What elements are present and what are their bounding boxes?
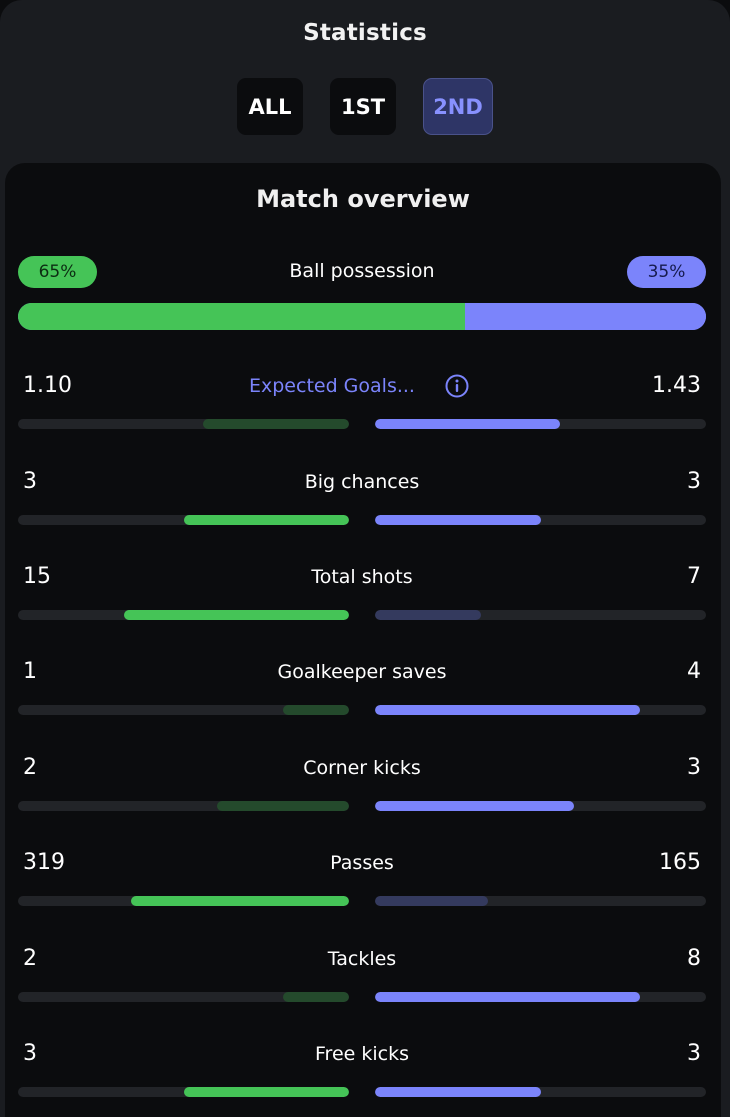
away-stat-bar-fill — [375, 801, 574, 811]
home-stat-bar — [18, 610, 349, 620]
possession-bar — [18, 303, 706, 330]
away-stat-value: 7 — [687, 564, 701, 589]
home-stat-bar — [18, 515, 349, 525]
home-stat-bar — [18, 801, 349, 811]
stat-label: Big chances — [304, 471, 420, 493]
stat-label: Free kicks — [315, 1043, 409, 1065]
stat-row: 2 Tackles 8 — [18, 944, 706, 1014]
tab-1st[interactable]: 1ST — [330, 78, 396, 135]
home-stat-bar-fill — [183, 1087, 349, 1097]
away-stat-bar — [375, 610, 706, 620]
info-icon[interactable] — [445, 374, 469, 398]
away-stat-bar-fill — [375, 515, 541, 525]
away-stat-bar — [375, 705, 706, 715]
home-possession-pill: 65% — [18, 256, 97, 288]
home-stat-bar — [18, 896, 349, 906]
away-stat-value: 165 — [659, 850, 701, 875]
away-stat-bar — [375, 1087, 706, 1097]
away-stat-bar-fill — [375, 705, 640, 715]
home-stat-value: 3 — [23, 469, 37, 494]
home-stat-bar-fill — [203, 419, 349, 429]
home-stat-value: 2 — [23, 755, 37, 780]
stat-row: 1 Goalkeeper saves 4 — [18, 657, 706, 727]
home-stat-value: 3 — [23, 1041, 37, 1066]
away-stat-bar-fill — [375, 610, 481, 620]
away-stat-bar-fill — [375, 896, 488, 906]
away-stat-bar — [375, 896, 706, 906]
possession-row: 65% Ball possession 35% — [18, 256, 706, 288]
away-stat-value: 3 — [687, 469, 701, 494]
section-title: Match overview — [256, 185, 470, 213]
home-stat-bar — [18, 1087, 349, 1097]
period-tabs: ALL 1ST 2ND — [0, 78, 730, 136]
away-stat-bar — [375, 801, 706, 811]
home-stat-bar-fill — [282, 705, 349, 715]
stat-label[interactable]: Expected Goals... — [249, 375, 415, 397]
stat-label: Passes — [330, 852, 394, 874]
possession-bar-home — [18, 303, 466, 330]
home-stat-bar-fill — [216, 801, 349, 811]
away-stat-bar — [375, 992, 706, 1002]
stat-row: 1.10 Expected Goals... 1.43 — [18, 371, 706, 441]
home-stat-value: 1.10 — [23, 373, 72, 398]
tab-2nd[interactable]: 2ND — [423, 78, 493, 135]
away-stat-value: 8 — [687, 946, 701, 971]
home-stat-value: 2 — [23, 946, 37, 971]
home-stat-value: 319 — [23, 850, 65, 875]
stat-label: Tackles — [327, 948, 397, 970]
stat-row: 3 Free kicks 3 — [18, 1039, 706, 1109]
home-stat-bar-fill — [183, 515, 349, 525]
away-stat-value: 1.43 — [652, 373, 701, 398]
home-stat-bar-fill — [123, 610, 349, 620]
away-stat-value: 4 — [687, 659, 701, 684]
home-stat-bar-fill — [130, 896, 349, 906]
stat-label: Goalkeeper saves — [277, 661, 447, 683]
home-stat-bar — [18, 419, 349, 429]
stat-label: Total shots — [311, 566, 413, 588]
page-title: Statistics — [303, 20, 427, 46]
tab-all[interactable]: ALL — [237, 78, 303, 135]
home-stat-bar — [18, 992, 349, 1002]
possession-label: Ball possession — [289, 260, 435, 282]
stat-label: Corner kicks — [303, 757, 421, 779]
stat-row: 2 Corner kicks 3 — [18, 753, 706, 823]
match-overview-card: Match overview 65% Ball possession 35% 1… — [5, 163, 721, 1117]
home-stat-bar — [18, 705, 349, 715]
away-stat-value: 3 — [687, 1041, 701, 1066]
home-stat-bar-fill — [282, 992, 349, 1002]
stat-row: 15 Total shots 7 — [18, 562, 706, 632]
away-stat-bar — [375, 515, 706, 525]
possession-bar-away — [465, 303, 706, 330]
home-stat-value: 1 — [23, 659, 37, 684]
away-stat-bar-fill — [375, 992, 640, 1002]
away-stat-value: 3 — [687, 755, 701, 780]
away-stat-bar — [375, 419, 706, 429]
away-possession-pill: 35% — [627, 256, 706, 288]
away-stat-bar-fill — [375, 1087, 541, 1097]
home-stat-value: 15 — [23, 564, 51, 589]
stat-row: 3 Big chances 3 — [18, 467, 706, 537]
stat-row: 319 Passes 165 — [18, 848, 706, 918]
away-stat-bar-fill — [375, 419, 561, 429]
